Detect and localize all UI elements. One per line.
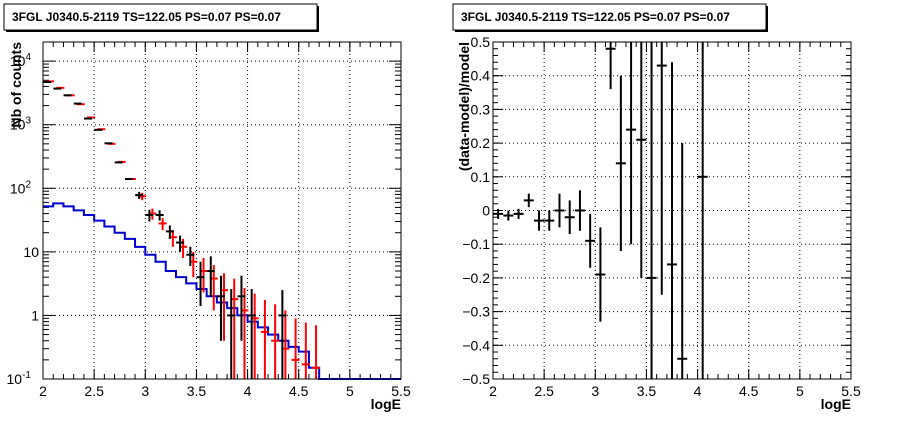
left-x-tick-label: 3 (141, 383, 149, 399)
right-y-tick-label: 0.1 (471, 169, 491, 185)
left-chart-title: 3FGL J0340.5-2119 TS=122.05 PS=0.07 PS=0… (12, 10, 281, 24)
right-x-tick-label: 3 (591, 383, 599, 399)
right-residual-series (493, 42, 708, 379)
right-title-shadow-bottom (455, 30, 768, 32)
left-y-axis-label: Nb of counts (8, 42, 24, 128)
right-y-tick-label: 0 (482, 203, 490, 219)
right-y-tick-label: 0.3 (471, 101, 491, 117)
left-x-tick-label: 2 (39, 383, 47, 399)
left-x-tick-label: 4 (244, 383, 252, 399)
right-x-tick-label: 3.5 (637, 383, 657, 399)
left-grid (43, 42, 401, 379)
left-y-tick-exponent: 4 (25, 52, 31, 63)
right-ticks: 2 2.5 3 3.5 4 4.5 5 5.5 −0.5 −0.4 −0.3 −0.2 −0.1 0 0.1… (462, 34, 861, 399)
right-y-tick-label: −0.3 (462, 304, 490, 320)
left-y-tick-base: 10 (10, 117, 26, 133)
right-x-tick-label: 2.5 (534, 383, 554, 399)
left-x-tick-label: 2.5 (84, 383, 104, 399)
right-grid (493, 42, 851, 379)
right-x-tick-label: 4 (694, 383, 702, 399)
right-x-axis-label: logE (821, 396, 851, 412)
left-title-shadow (317, 6, 319, 32)
left-y-tick-base: 10 (7, 371, 23, 387)
right-y-axis-label: (data-model)/model (456, 42, 472, 171)
left-title-box (3, 3, 318, 31)
left-y-tick-base: 10 (10, 180, 26, 196)
right-x-tick-label: 5.5 (841, 383, 861, 399)
left-x-tick-label: 3.5 (187, 383, 207, 399)
right-y-tick-label: −0.5 (462, 371, 490, 387)
right-y-tick-label: −0.2 (462, 270, 490, 286)
right-x-tick-label: 4.5 (739, 383, 759, 399)
left-x-tick-label: 4.5 (289, 383, 309, 399)
right-title-shadow (766, 6, 768, 32)
right-x-tick-label: 2 (489, 383, 497, 399)
left-model-histogram (43, 202, 401, 380)
left-y-tick-label: 10-1 (7, 370, 32, 387)
right-y-tick-label: 0.2 (471, 135, 491, 151)
left-x-axis-label: logE (371, 396, 401, 412)
left-x-tick-label: 5 (346, 383, 354, 399)
left-black-series (43, 80, 287, 379)
right-y-tick-label: −0.4 (462, 337, 490, 353)
left-title-shadow-bottom (6, 30, 319, 32)
left-y-tick-exponent: -1 (22, 370, 31, 381)
right-y-tick-label: −0.1 (462, 236, 490, 252)
left-y-tick-label: 1 (31, 307, 39, 323)
right-plot-frame (492, 41, 852, 380)
left-y-tick-label: 10 (23, 244, 39, 260)
left-y-tick-exponent: 3 (25, 116, 31, 127)
right-chart-title: 3FGL J0340.5-2119 TS=122.05 PS=0.07 PS=0… (461, 10, 730, 24)
left-panel: 3FGL J0340.5-2119 TS=122.05 PS=0.07 PS=0… (3, 3, 411, 412)
right-y-tick-label: 0.5 (471, 34, 491, 50)
left-y-tick-label: 104 (10, 52, 32, 69)
left-model-step-line (43, 202, 401, 380)
left-y-tick-exponent: 2 (25, 179, 31, 190)
left-y-tick-label: 103 (10, 116, 32, 133)
right-panel: 3FGL J0340.5-2119 TS=122.05 PS=0.07 PS=0… (452, 3, 861, 412)
left-x-tick-label: 5.5 (391, 383, 411, 399)
right-y-tick-label: 0.4 (471, 68, 491, 84)
left-y-tick-base: 10 (10, 53, 26, 69)
right-x-tick-label: 5 (796, 383, 804, 399)
left-y-tick-label: 102 (10, 179, 32, 196)
left-plot-frame (42, 41, 402, 380)
